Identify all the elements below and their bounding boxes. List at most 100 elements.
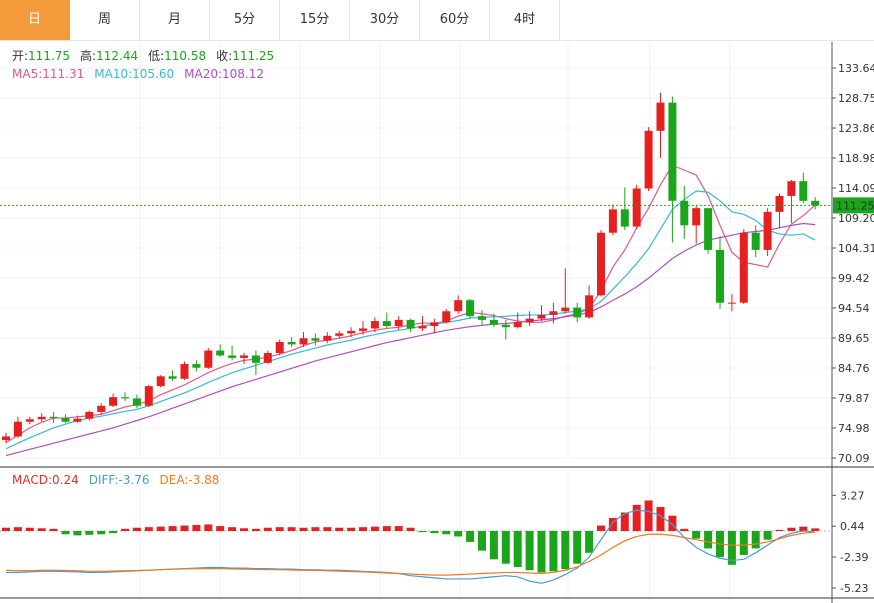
y-tick-label: 70.09 xyxy=(838,452,870,465)
macd-bar xyxy=(549,531,558,572)
candle-body xyxy=(287,341,296,345)
tab-7[interactable]: 4时 xyxy=(490,0,560,40)
macd-bar xyxy=(489,531,498,560)
candle-body xyxy=(299,338,308,345)
candle-body xyxy=(478,316,486,320)
candle-body xyxy=(25,419,34,422)
y-tick-label: 133.64 xyxy=(838,62,874,75)
legend-item: DIFF:-3.76 xyxy=(89,473,150,487)
tab-0[interactable]: 日 xyxy=(0,0,70,40)
y-tick-label: 79.87 xyxy=(838,392,870,405)
y-tick-label: 104.31 xyxy=(838,242,874,255)
candle-body xyxy=(727,302,736,304)
macd-bar xyxy=(811,528,820,531)
candle-body xyxy=(109,397,118,406)
y-tick-label: 114.09 xyxy=(838,182,874,195)
macd-bar xyxy=(763,531,772,540)
legend-label: 低: xyxy=(148,49,164,63)
legend-item: MA10:105.60 xyxy=(94,67,174,81)
legend-value: 0.24 xyxy=(52,473,79,487)
macd-bar xyxy=(132,527,141,531)
y-tick-label: 99.42 xyxy=(838,272,870,285)
macd-bar xyxy=(406,527,415,531)
tab-3[interactable]: 5分 xyxy=(210,0,280,40)
legend-label: DIFF: xyxy=(89,473,119,487)
y-tick-label: 89.65 xyxy=(838,332,870,345)
legend-label: MACD: xyxy=(12,473,52,487)
legend-value: 110.58 xyxy=(164,49,206,63)
y-tick-label: 94.54 xyxy=(838,302,870,315)
macd-y-tick-label: 0.44 xyxy=(840,520,865,533)
macd-bar xyxy=(478,531,486,551)
candle-body xyxy=(573,307,582,318)
legend-label: MA5: xyxy=(12,67,42,81)
candle-body xyxy=(168,376,177,379)
macd-bar xyxy=(13,527,22,531)
legend-item: MACD:0.24 xyxy=(12,473,79,487)
candle-body xyxy=(537,314,546,319)
macd-bar xyxy=(466,531,475,542)
candle-body xyxy=(680,200,689,226)
candle-body xyxy=(644,130,653,189)
macd-bar xyxy=(121,528,129,531)
candle-body xyxy=(85,411,94,419)
candle-body xyxy=(323,335,332,341)
macd-bar xyxy=(573,531,582,564)
tab-4[interactable]: 15分 xyxy=(280,0,350,40)
candle-body xyxy=(37,416,46,420)
macd-bar xyxy=(299,527,308,531)
legend-value: -3.76 xyxy=(118,473,149,487)
macd-bar xyxy=(144,527,153,531)
macd-bar xyxy=(168,526,177,531)
macd-bar xyxy=(323,527,332,531)
candle-body xyxy=(811,200,820,206)
candle-body xyxy=(204,350,213,368)
candle-body xyxy=(466,300,475,317)
macd-bar xyxy=(180,525,189,531)
candle-body xyxy=(775,195,784,212)
candle-body xyxy=(347,330,356,334)
candle-body xyxy=(251,355,260,363)
macd-bar xyxy=(727,531,736,565)
macd-bar xyxy=(644,500,653,531)
candle-body xyxy=(406,319,415,329)
tab-6[interactable]: 60分 xyxy=(420,0,490,40)
candle-body xyxy=(228,355,237,358)
macd-bar xyxy=(608,517,617,531)
macd-bar xyxy=(240,528,248,531)
candle-body xyxy=(394,319,403,326)
macd-bar xyxy=(680,528,689,531)
macd-bar xyxy=(799,526,808,531)
macd-bar xyxy=(359,527,367,531)
candle-body xyxy=(335,333,344,336)
ma5-line xyxy=(5,164,816,444)
macd-bar xyxy=(394,526,403,531)
candle-body xyxy=(489,319,498,325)
candle-body xyxy=(716,249,724,303)
macd-y-tick-label: -2.39 xyxy=(840,551,868,564)
candle-body xyxy=(430,322,439,326)
y-tick-label: 128.75 xyxy=(838,92,874,105)
macd-bar xyxy=(25,527,34,531)
last-price-label: 111.25 xyxy=(836,199,874,212)
legend-value: -3.88 xyxy=(188,473,219,487)
legend-item: DEA:-3.88 xyxy=(160,473,220,487)
candle-body xyxy=(787,181,796,196)
legend-value: 105.60 xyxy=(132,67,174,81)
candle-body xyxy=(121,397,129,399)
candle-body xyxy=(180,364,189,379)
macd-bar xyxy=(787,527,796,531)
tab-5[interactable]: 30分 xyxy=(350,0,420,40)
tab-1[interactable]: 周 xyxy=(70,0,140,40)
candle-body xyxy=(763,211,772,250)
macd-bar xyxy=(501,531,510,564)
macd-bar xyxy=(73,531,82,536)
timeframe-tabs: 日周月 5分 15分 30分 60分 4时 xyxy=(0,0,874,41)
tab-2[interactable]: 月 xyxy=(140,0,210,40)
candle-body xyxy=(739,232,748,303)
dea-line xyxy=(5,531,816,576)
macd-bar xyxy=(287,527,296,531)
candle-body xyxy=(144,386,153,406)
candle-body xyxy=(359,328,367,331)
macd-bar xyxy=(85,531,94,535)
